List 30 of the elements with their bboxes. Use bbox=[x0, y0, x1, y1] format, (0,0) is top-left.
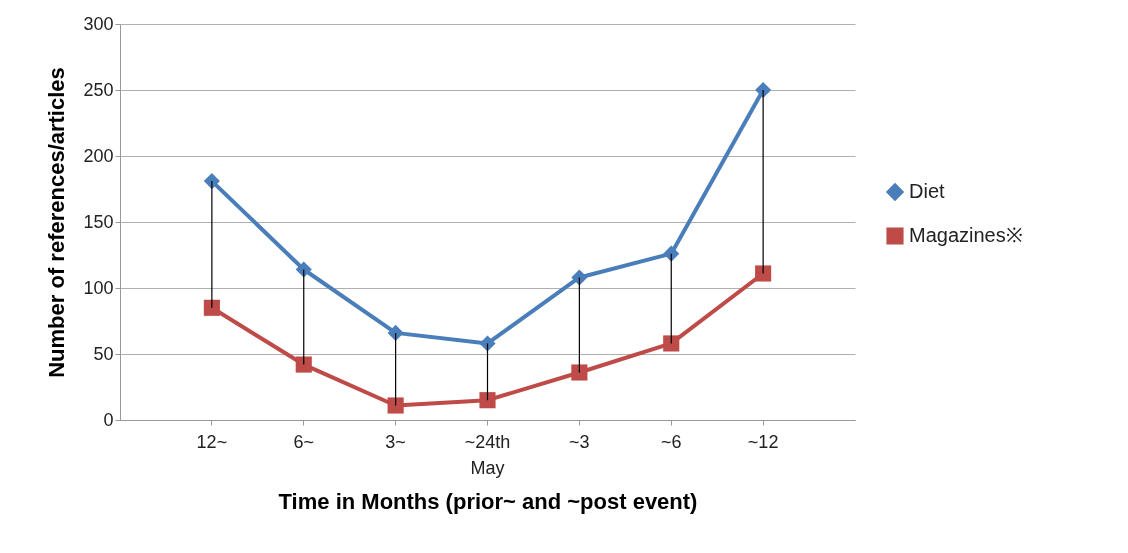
x-tick-label: ~3 bbox=[569, 431, 590, 452]
point bbox=[571, 269, 588, 286]
x-tick-label: ~6 bbox=[660, 431, 682, 452]
point bbox=[479, 335, 496, 352]
y-axis-title: Number of references/articles bbox=[44, 67, 70, 378]
y-tick-label: 250 bbox=[83, 79, 114, 100]
legend-label: Magazines※ bbox=[909, 224, 1023, 246]
point bbox=[755, 265, 772, 282]
point bbox=[663, 335, 680, 352]
x-tick-label: ~12 bbox=[747, 431, 779, 452]
x-tick-label: 6~ bbox=[293, 431, 315, 452]
point bbox=[203, 299, 220, 316]
point bbox=[387, 397, 404, 414]
legend-label: Diet bbox=[909, 180, 946, 202]
y-tick-label: 100 bbox=[83, 277, 114, 298]
y-tick-label: 300 bbox=[83, 13, 114, 34]
y-tick-label: 150 bbox=[83, 211, 114, 232]
x-tick-label: 3~ bbox=[385, 431, 406, 452]
point bbox=[387, 324, 404, 341]
x-axis-title: Time in Months (prior~ and ~post event) bbox=[278, 488, 698, 514]
y-tick-label: 200 bbox=[83, 145, 114, 166]
y-tick-label: 0 bbox=[103, 409, 114, 430]
point bbox=[295, 356, 312, 373]
point bbox=[663, 245, 680, 262]
x-tick-label: ~24th May bbox=[464, 431, 511, 478]
y-tick-label: 50 bbox=[93, 343, 114, 364]
point bbox=[479, 392, 496, 409]
x-tick-label: 12~ bbox=[196, 431, 228, 452]
point bbox=[295, 261, 312, 278]
point bbox=[571, 364, 588, 381]
